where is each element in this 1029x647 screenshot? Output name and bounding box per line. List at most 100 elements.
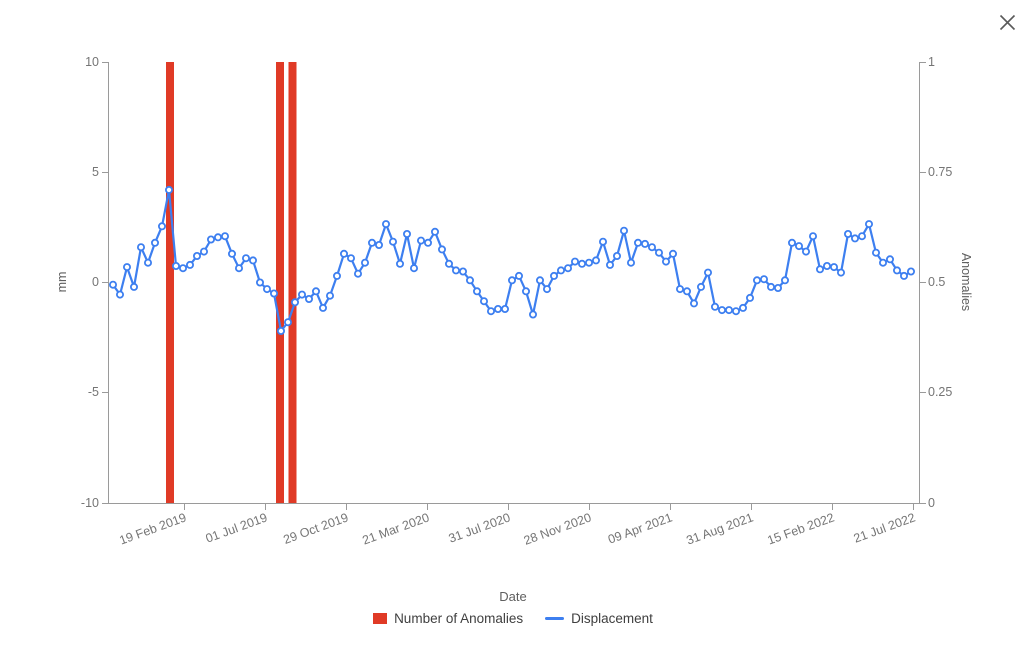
data-point-marker [886,255,895,264]
close-icon [999,14,1015,30]
left-axis-tick [102,502,108,504]
right-axis-tick [920,61,926,63]
data-point-marker [116,290,124,299]
displacement-line [112,188,912,333]
data-point-marker [360,258,369,267]
data-point-marker [577,259,586,268]
data-point-marker [235,264,244,273]
data-point-marker [535,276,544,285]
data-point-marker [276,326,285,335]
x-axis-tick [345,504,347,510]
left-axis-tick [102,282,108,283]
data-point-marker [221,232,230,241]
data-point-marker [444,259,453,268]
left-axis-tick [102,61,108,63]
right-axis-title: Anomalies [959,252,973,312]
data-point-marker [676,285,685,294]
data-point-marker [172,261,181,270]
data-point-marker [641,239,650,248]
data-point-marker [669,249,678,258]
data-point-marker [627,258,636,267]
data-point-marker [465,276,474,285]
data-point-marker [844,229,853,238]
data-point-marker [619,226,628,235]
data-point-marker [479,297,488,306]
data-point-marker [186,260,195,269]
data-point-marker [109,280,117,289]
data-point-marker [325,291,334,300]
data-point-marker [851,234,860,243]
data-point-marker [795,242,804,251]
data-point-marker [136,243,145,252]
data-point-marker [451,266,460,275]
data-point-marker [409,264,418,273]
data-point-marker [122,263,131,272]
data-point-marker [746,293,755,302]
right-axis-tick-label: 0 [928,495,935,510]
data-point-marker [179,264,188,273]
data-point-marker [493,304,502,313]
data-point-marker [739,303,748,312]
data-point-marker [472,287,481,296]
data-point-marker [521,287,530,296]
right-axis-tick [920,392,926,394]
data-point-marker [193,251,202,260]
data-point-marker [655,248,664,257]
data-point-marker [865,220,874,229]
right-axis-tick-label: 0.25 [928,385,953,400]
legend-swatch [373,613,388,624]
right-axis-tick-label: 1 [928,54,935,69]
left-axis-tick [102,171,108,173]
legend-item-number-of-anomalies[interactable]: Number of Anomalies [373,611,523,626]
data-point-marker [767,282,776,291]
data-point-marker [837,268,846,277]
data-point-marker [129,282,138,291]
right-axis-tick-label: 0.75 [928,164,953,179]
data-point-marker [297,290,306,299]
data-point-marker [907,267,916,276]
data-point-marker [725,306,734,315]
data-point-marker [514,271,523,280]
data-point-marker [255,278,264,287]
x-axis-tick [426,504,428,510]
data-point-marker [781,276,790,285]
data-point-marker [144,258,153,267]
anomaly-bar [288,62,297,503]
data-point-marker [690,299,699,308]
data-point-marker [332,271,341,280]
data-point-marker [423,238,432,247]
data-point-marker [872,248,881,257]
data-point-marker [830,263,839,272]
data-point-marker [753,276,762,285]
left-axis-tick-label: 5 [92,164,99,179]
right-axis-tick [920,171,926,173]
x-axis-tick [264,504,266,510]
data-point-marker [788,238,797,247]
data-point-marker [605,260,614,269]
data-point-marker [718,306,727,315]
data-point-marker [311,287,320,296]
data-point-marker [458,267,467,276]
data-point-marker [809,232,818,241]
data-point-marker [318,303,327,312]
legend-label: Number of Anomalies [394,611,524,626]
legend-item-displacement[interactable]: Displacement [545,611,653,626]
data-point-marker [151,238,160,247]
data-point-marker [500,304,509,313]
chart-canvas [109,62,916,503]
data-point-marker [683,287,692,296]
data-point-marker [374,240,383,249]
data-point-marker [697,282,706,291]
data-point-marker [353,269,362,278]
data-point-marker [556,266,565,275]
data-point-marker [437,245,446,254]
data-point-marker [486,307,495,316]
x-axis-tick [507,504,509,510]
data-point-marker [269,289,278,298]
left-axis-tick-label: 0 [92,275,99,289]
data-point-marker [858,232,867,241]
close-button[interactable] [993,8,1021,36]
data-point-marker [228,249,237,258]
data-point-marker [634,238,643,247]
